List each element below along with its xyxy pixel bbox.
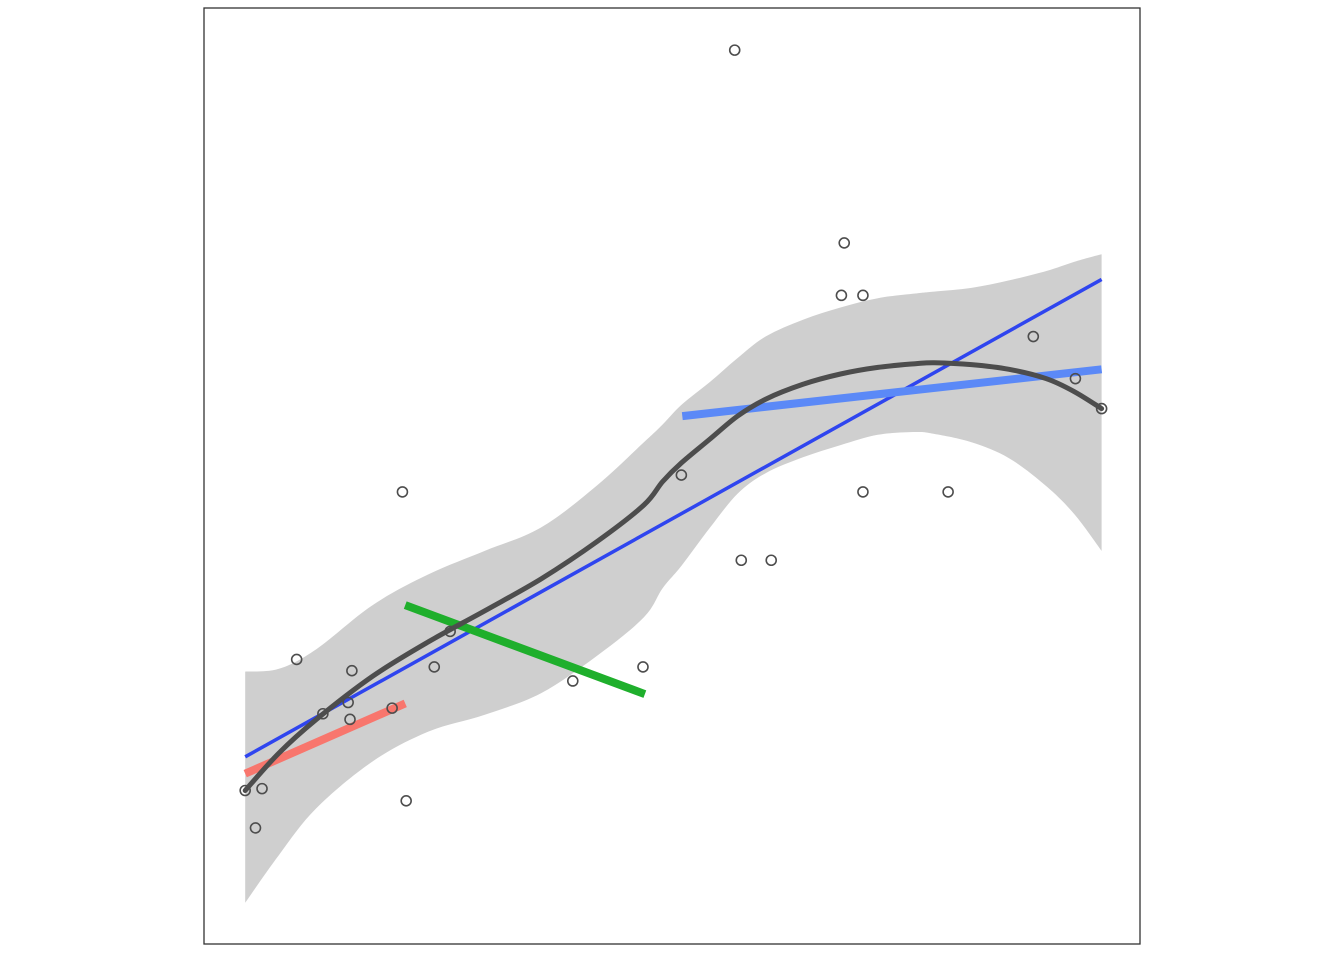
data-point-5	[317, 707, 329, 720]
data-point-4	[290, 653, 303, 666]
data-point-17	[728, 44, 741, 56]
data-point-12	[428, 661, 441, 673]
data-point-14	[566, 675, 579, 687]
data-point-2	[256, 782, 268, 795]
confidence-band	[245, 254, 1102, 903]
data-point-24	[942, 486, 954, 498]
data-point-22	[857, 289, 869, 302]
data-point-18	[735, 554, 748, 567]
smooth-curve	[242, 360, 1105, 793]
data-point-1	[239, 784, 251, 797]
data-point-21	[838, 237, 851, 249]
data-point-27	[1095, 402, 1108, 415]
data-point-26	[1069, 372, 1082, 385]
data-point-23	[857, 486, 869, 498]
data-point-15	[637, 661, 649, 673]
data-point-10	[396, 486, 409, 498]
data-point-7	[346, 664, 358, 677]
data-point-16	[675, 469, 688, 481]
data-point-6	[342, 696, 354, 709]
group-fit-segment-2	[403, 601, 647, 698]
data-point-25	[1027, 330, 1040, 343]
data-point-9	[386, 702, 398, 714]
data-point-8	[344, 713, 356, 726]
data-point-13	[444, 625, 456, 638]
panel-border	[203, 7, 1141, 945]
data-point-11	[400, 794, 412, 807]
data-point-19	[765, 554, 778, 567]
overall-fit-line	[244, 277, 1103, 759]
plot-area	[203, 7, 1141, 945]
data-point-20	[835, 289, 848, 302]
data-point-3	[249, 822, 262, 834]
